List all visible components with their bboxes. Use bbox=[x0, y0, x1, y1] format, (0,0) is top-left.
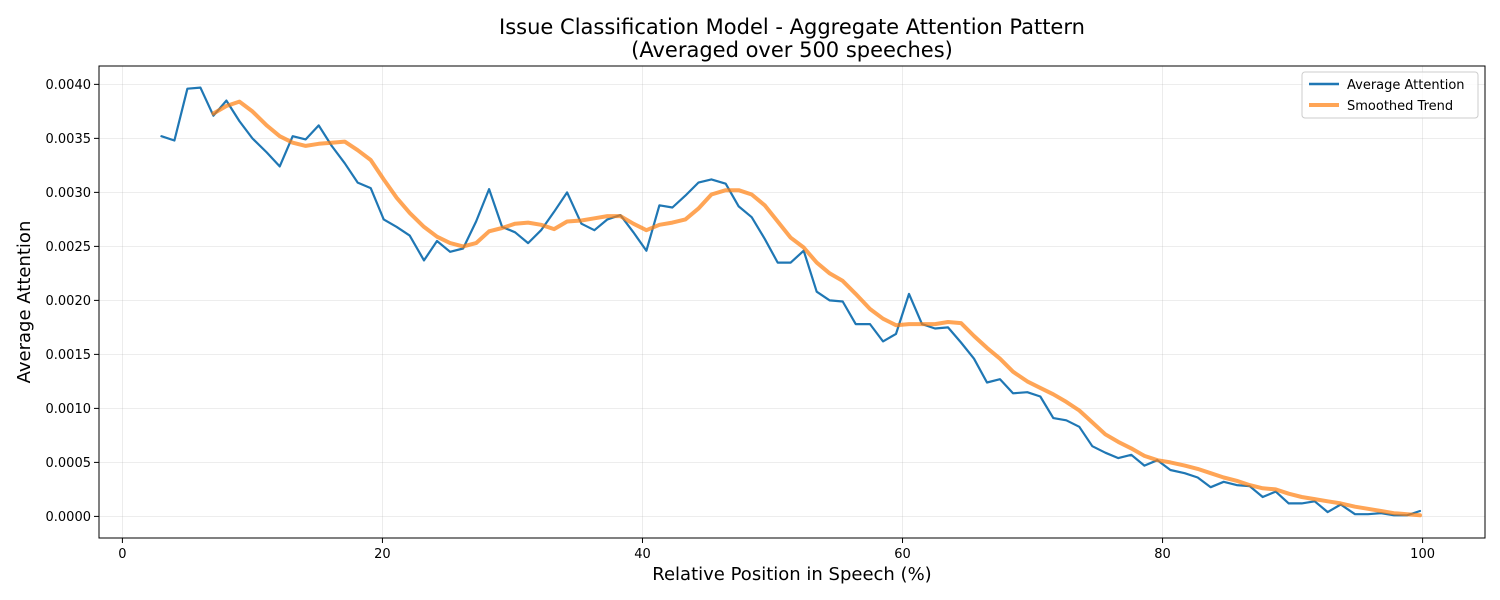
y-tick-label: 0.0030 bbox=[46, 186, 92, 201]
x-tick-label: 100 bbox=[1410, 547, 1435, 562]
y-tick-label: 0.0000 bbox=[46, 510, 92, 525]
legend: Average Attention Smoothed Trend bbox=[1301, 71, 1479, 119]
x-tick-label: 80 bbox=[1154, 547, 1171, 562]
chart-title-line2: (Averaged over 500 speeches) bbox=[631, 38, 953, 62]
chart-title-line1: Issue Classification Model - Aggregate A… bbox=[499, 15, 1085, 39]
x-tick-label: 60 bbox=[894, 547, 911, 562]
series-lines bbox=[160, 86, 1422, 518]
y-tick-label: 0.0010 bbox=[46, 402, 92, 417]
y-tick-label: 0.0025 bbox=[46, 240, 92, 255]
y-axis-ticks: 0.0000 0.0005 0.0010 0.0015 0.0020 0.0025 0.00… bbox=[46, 78, 99, 525]
y-tick-label: 0.0040 bbox=[46, 78, 92, 93]
x-tick-label: 0 bbox=[118, 547, 126, 562]
legend-label-average-attention: Average Attention bbox=[1347, 78, 1465, 93]
y-axis-label: Average Attention bbox=[14, 221, 35, 384]
legend-label-smoothed-trend: Smoothed Trend bbox=[1347, 99, 1453, 114]
x-axis-ticks: 0 20 40 60 80 100 bbox=[118, 538, 1435, 562]
x-axis-label: Relative Position in Speech (%) bbox=[652, 564, 931, 585]
y-tick-label: 0.0020 bbox=[46, 294, 92, 309]
plot-area-frame bbox=[98, 65, 1486, 539]
series-line-average-attention bbox=[160, 86, 1422, 517]
x-tick-label: 40 bbox=[634, 547, 651, 562]
y-tick-label: 0.0015 bbox=[46, 348, 92, 363]
y-tick-label: 0.0035 bbox=[46, 132, 92, 147]
grid-lines bbox=[99, 66, 1485, 538]
series-line-smoothed-trend bbox=[211, 99, 1422, 518]
y-tick-label: 0.0005 bbox=[46, 456, 92, 471]
legend-box bbox=[1301, 71, 1479, 119]
x-tick-label: 20 bbox=[374, 547, 391, 562]
